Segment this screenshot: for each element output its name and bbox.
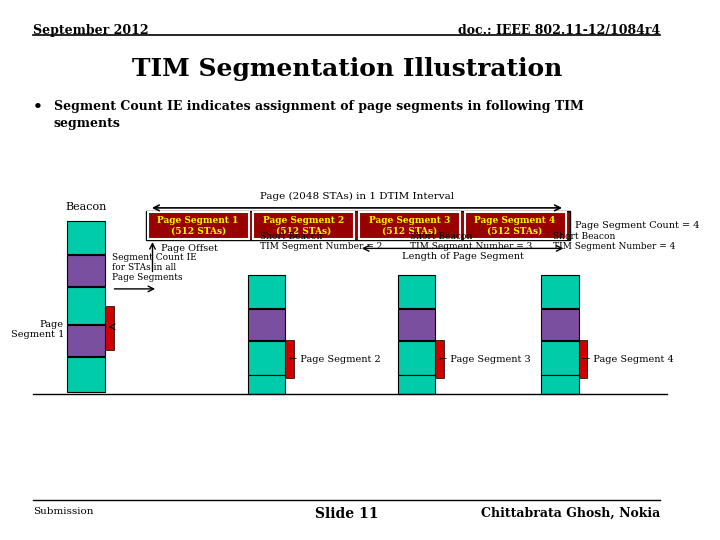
Text: Page Segment 1
(512 STAs): Page Segment 1 (512 STAs)	[158, 216, 239, 235]
Text: Page Segment 3
(512 STAs): Page Segment 3 (512 STAs)	[369, 216, 450, 235]
Text: Submission: Submission	[33, 507, 94, 516]
Bar	[541, 275, 578, 308]
Text: TIM Segmentation Illustration: TIM Segmentation Illustration	[132, 57, 562, 80]
Bar	[541, 309, 578, 340]
Text: Short Beacon
TIM Segment Number = 3: Short Beacon TIM Segment Number = 3	[410, 232, 532, 251]
Text: Short Beacon
TIM Segment Number = 4: Short Beacon TIM Segment Number = 4	[553, 232, 675, 251]
Bar	[248, 375, 285, 394]
Text: Chittabrata Ghosh, Nokia: Chittabrata Ghosh, Nokia	[481, 507, 660, 519]
Bar	[398, 375, 436, 394]
Text: ← Page Segment 2: ← Page Segment 2	[289, 355, 381, 363]
Bar	[67, 255, 105, 286]
Bar	[464, 212, 565, 239]
Bar	[67, 287, 105, 324]
Bar	[67, 221, 105, 254]
Bar	[398, 309, 436, 340]
Bar	[145, 211, 570, 240]
Bar	[541, 375, 578, 394]
Bar	[248, 275, 285, 308]
Bar	[248, 341, 285, 375]
Text: doc.: IEEE 802.11-12/1084r4: doc.: IEEE 802.11-12/1084r4	[458, 24, 660, 37]
Text: Slide 11: Slide 11	[315, 507, 379, 521]
Bar	[285, 340, 294, 378]
Bar	[398, 341, 436, 375]
Text: Segment Count IE
for STAs in all
Page Segments: Segment Count IE for STAs in all Page Se…	[112, 253, 197, 282]
Bar	[398, 275, 436, 308]
Text: ← Page Segment 4: ← Page Segment 4	[582, 355, 674, 363]
Bar	[253, 212, 354, 239]
Text: ← Page Segment 3: ← Page Segment 3	[438, 355, 531, 363]
Text: Length of Page Segment: Length of Page Segment	[402, 252, 523, 261]
Bar	[248, 309, 285, 340]
Bar	[541, 341, 578, 375]
Bar	[578, 340, 587, 378]
Text: Segment Count IE indicates assignment of page segments in following TIM
segments: Segment Count IE indicates assignment of…	[54, 100, 583, 130]
Text: Page Segment Count = 4: Page Segment Count = 4	[575, 221, 700, 230]
Bar	[67, 325, 105, 356]
Bar	[148, 212, 248, 239]
Text: Page (2048 STAs) in 1 DTIM Interval: Page (2048 STAs) in 1 DTIM Interval	[260, 192, 454, 201]
Text: •: •	[33, 100, 43, 114]
Bar	[67, 357, 105, 392]
Text: Page
Segment 1: Page Segment 1	[11, 320, 64, 339]
Text: September 2012: September 2012	[33, 24, 149, 37]
Bar	[105, 306, 114, 350]
Bar	[436, 340, 444, 378]
Text: Page Segment 4
(512 STAs): Page Segment 4 (512 STAs)	[474, 216, 556, 235]
Text: Beacon: Beacon	[66, 202, 107, 212]
Text: Short Beacon
TIM Segment Number = 2: Short Beacon TIM Segment Number = 2	[260, 232, 382, 251]
Bar	[359, 212, 460, 239]
Text: Page Offset: Page Offset	[161, 244, 217, 253]
Text: Page Segment 2
(512 STAs): Page Segment 2 (512 STAs)	[264, 216, 344, 235]
